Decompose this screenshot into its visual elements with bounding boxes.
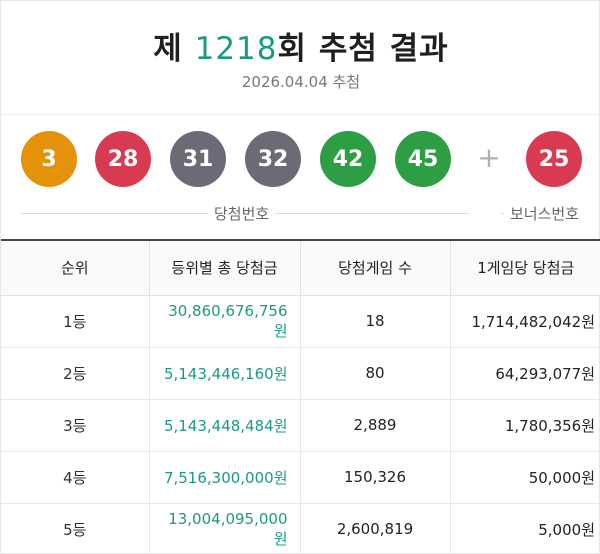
cell-rank: 5등 <box>1 503 150 554</box>
cell-rank: 2등 <box>1 347 150 400</box>
bonus-number-caption: 보너스번호 <box>504 203 586 224</box>
cell-winner-count: 2,600,819 <box>300 503 451 554</box>
winning-numbers-caption: 당첨번호 <box>208 203 276 224</box>
cell-total-prize: 7,516,300,000원 <box>149 451 301 504</box>
title-prefix: 제 <box>153 31 195 67</box>
prize-table: 순위 등위별 총 당첨금 당첨게임 수 1게임당 당첨금 1등 30,860,6… <box>1 239 600 554</box>
cell-total-prize: 5,143,448,484원 <box>149 399 301 452</box>
cell-total-prize: 30,860,676,756원 <box>149 295 301 348</box>
draw-date: 2026.04.04 추첨 <box>241 73 361 91</box>
plus-icon: + <box>477 141 501 174</box>
winning-ball-5: 42 <box>320 131 376 187</box>
table-row: 1등 30,860,676,756원 18 1,714,482,042원 <box>1 295 600 348</box>
cell-rank: 4등 <box>1 451 150 504</box>
cell-prize-per-game: 1,714,482,042원 <box>450 295 600 348</box>
header-winner-count: 당첨게임 수 <box>300 240 451 296</box>
winning-ball-3: 31 <box>170 131 226 187</box>
cell-rank: 3등 <box>1 399 150 452</box>
winning-ball-1: 3 <box>21 131 77 187</box>
header-rank: 순위 <box>1 240 150 296</box>
winning-ball-2: 28 <box>95 131 151 187</box>
cell-winner-count: 80 <box>300 347 451 400</box>
divider <box>1 114 600 115</box>
cell-prize-per-game: 50,000원 <box>450 451 600 504</box>
round-number: 1218 <box>194 31 278 67</box>
title-suffix: 회 추첨 결과 <box>277 31 449 67</box>
cell-prize-per-game: 64,293,077원 <box>450 347 600 400</box>
cell-winner-count: 2,889 <box>300 399 451 452</box>
bonus-ball: 25 <box>526 131 582 187</box>
table-row: 4등 7,516,300,000원 150,326 50,000원 <box>1 451 600 504</box>
winning-ball-6: 45 <box>395 131 451 187</box>
cell-total-prize: 5,143,446,160원 <box>149 347 301 400</box>
cell-prize-per-game: 5,000원 <box>450 503 600 554</box>
table-row: 2등 5,143,446,160원 80 64,293,077원 <box>1 347 600 400</box>
cell-winner-count: 150,326 <box>300 451 451 504</box>
cell-winner-count: 18 <box>300 295 451 348</box>
table-row: 3등 5,143,448,484원 2,889 1,780,356원 <box>1 399 600 452</box>
winning-ball-4: 32 <box>245 131 301 187</box>
table-row: 5등 13,004,095,000원 2,600,819 5,000원 <box>1 503 600 554</box>
prize-table-wrap: 순위 등위별 총 당첨금 당첨게임 수 1게임당 당첨금 1등 30,860,6… <box>1 239 600 554</box>
table-header-row: 순위 등위별 총 당첨금 당첨게임 수 1게임당 당첨금 <box>1 240 600 296</box>
header-total-prize: 등위별 총 당첨금 <box>149 240 301 296</box>
page-title: 제 1218회 추첨 결과 <box>1 23 600 68</box>
cell-total-prize: 13,004,095,000원 <box>149 503 301 554</box>
cell-rank: 1등 <box>1 295 150 348</box>
header-prize-per-game: 1게임당 당첨금 <box>450 240 600 296</box>
cell-prize-per-game: 1,780,356원 <box>450 399 600 452</box>
